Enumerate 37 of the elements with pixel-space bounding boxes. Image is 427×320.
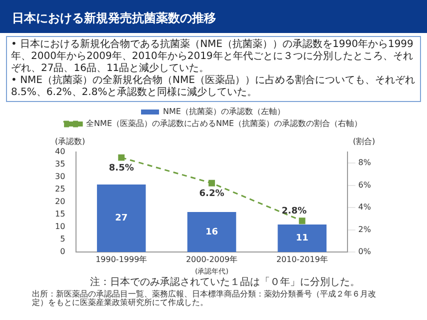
y2-axis-title: (割合) (352, 137, 376, 146)
data-label: 27 (115, 214, 128, 224)
bar (187, 212, 236, 252)
y-tick-label: 10 (54, 222, 66, 232)
y-tick-label: 5 (60, 234, 66, 244)
chart-subtitle: • 日本における新規化合物である抗菌薬（NME（抗菌薬））の承認数を1990年から1999年、2000年から2009年、2010年から2019年と年代ごとに３つに分別したところ、それぞれ、27品、16品、11品と減少していた。 • NME（抗菌薬）の全新規化合物（NME（医薬品））に占める割合についても、それぞれ8.5%、6.2%、2.8%と承認数と同様に減少していた。 (6, 36, 421, 102)
y-axis-title: (承認数) (54, 137, 86, 146)
point (298, 218, 306, 224)
x-tick-label: 1990-1999年 (96, 254, 148, 264)
y2-tick-label: 4% (358, 202, 372, 212)
y2-tick-label: 6% (358, 180, 372, 190)
data-label: 11 (296, 234, 308, 244)
bar (96, 184, 146, 252)
chart-title: 日本における新規発売抗菌薬数の推移 (0, 0, 427, 33)
data-label: 6.2% (199, 188, 224, 199)
y2-tick-label: 0% (358, 247, 372, 256)
y-tick-label: 25 (54, 184, 66, 194)
data-label: 2.8% (282, 206, 307, 217)
point (208, 180, 215, 186)
y-tick-label: 0 (60, 247, 66, 256)
y-tick-label: 30 (54, 172, 66, 182)
y-tick-label: 15 (54, 210, 66, 219)
x-tick-label: 2000-2009年 (186, 254, 238, 264)
text: 出所：新医薬品の承認品目一覧、薬務広報、日本標準商品分類：薬効分類番号（平成２年６月改定）をもとに医薬産業政策研究所にて作成した。 (31, 290, 377, 308)
text: 注：日本でのみ承認されていた１品は「０年」に分別した。 (89, 276, 361, 290)
bar (278, 224, 327, 252)
y-tick-label: 40 (54, 147, 66, 156)
legend-label: NME（抗菌薬）の承認数（左軸） (163, 107, 285, 116)
x-tick-label: 2010-2019年 (276, 254, 328, 264)
y-tick-label: 35 (54, 160, 66, 169)
point (118, 154, 125, 161)
y2-tick-label: 2% (358, 224, 372, 234)
data-label: 16 (205, 227, 218, 238)
legend-label: 全NME（医薬品）の承認数に占めるNME（抗菌薬）の承認数の割合（右軸） (86, 119, 362, 128)
data-label: 8.5% (108, 163, 134, 174)
y2-tick-label: 8% (358, 158, 372, 168)
y-tick-label: 20 (54, 197, 66, 206)
